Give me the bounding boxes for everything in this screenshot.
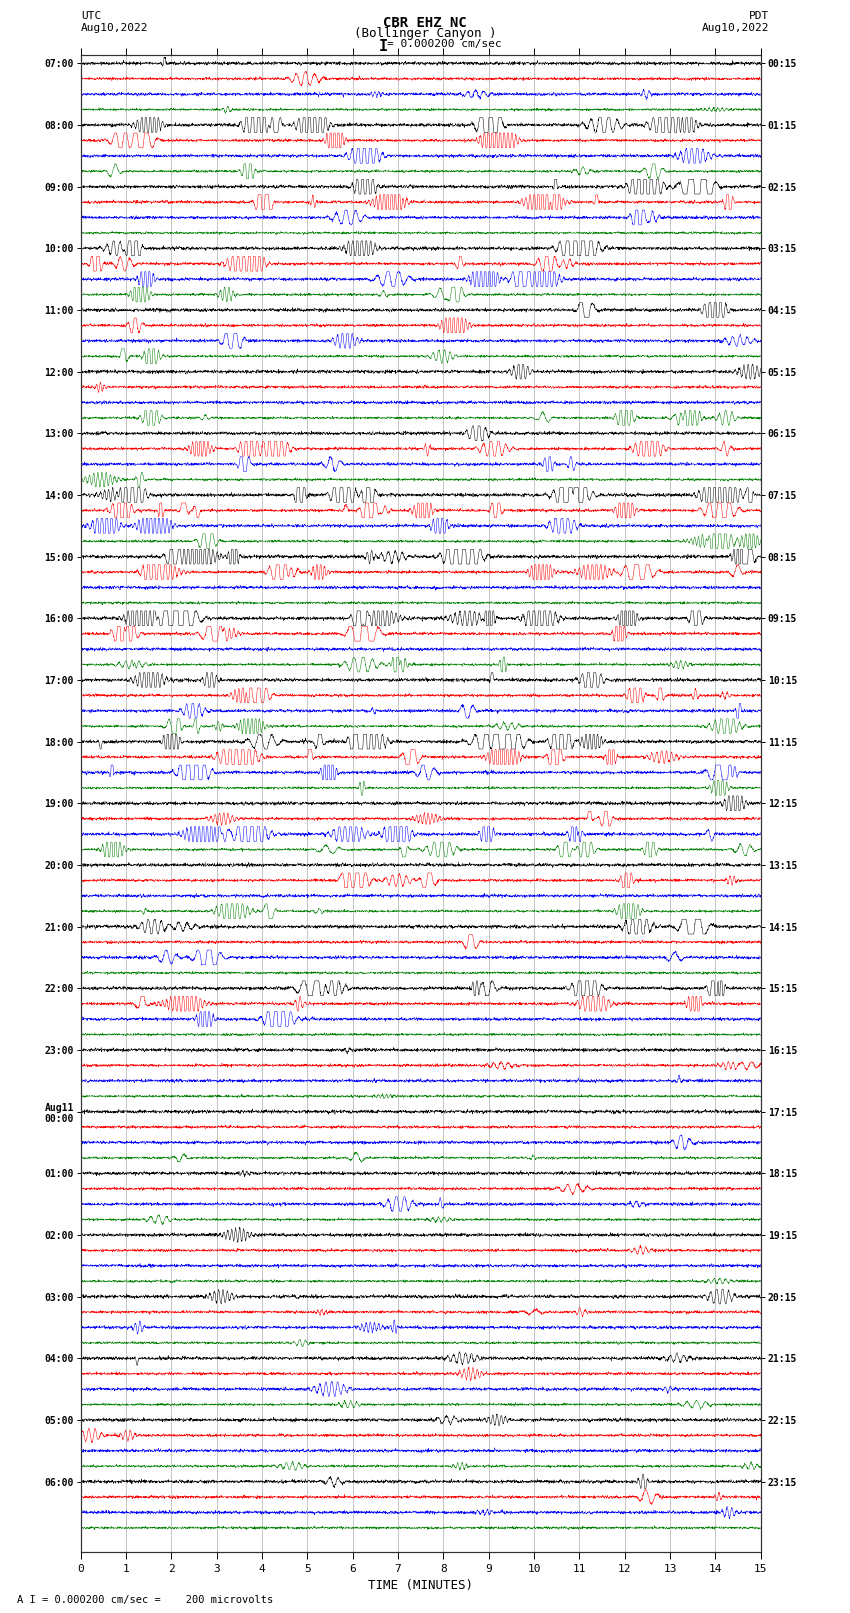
Text: Aug10,2022: Aug10,2022 [702, 23, 769, 32]
X-axis label: TIME (MINUTES): TIME (MINUTES) [368, 1579, 473, 1592]
Text: UTC: UTC [81, 11, 101, 21]
Text: = 0.000200 cm/sec: = 0.000200 cm/sec [387, 39, 501, 48]
Text: A I = 0.000200 cm/sec =    200 microvolts: A I = 0.000200 cm/sec = 200 microvolts [17, 1595, 273, 1605]
Text: I: I [378, 39, 388, 53]
Text: PDT: PDT [749, 11, 769, 21]
Text: (Bollinger Canyon ): (Bollinger Canyon ) [354, 27, 496, 40]
Text: CBR EHZ NC: CBR EHZ NC [383, 16, 467, 31]
Text: Aug10,2022: Aug10,2022 [81, 23, 148, 32]
